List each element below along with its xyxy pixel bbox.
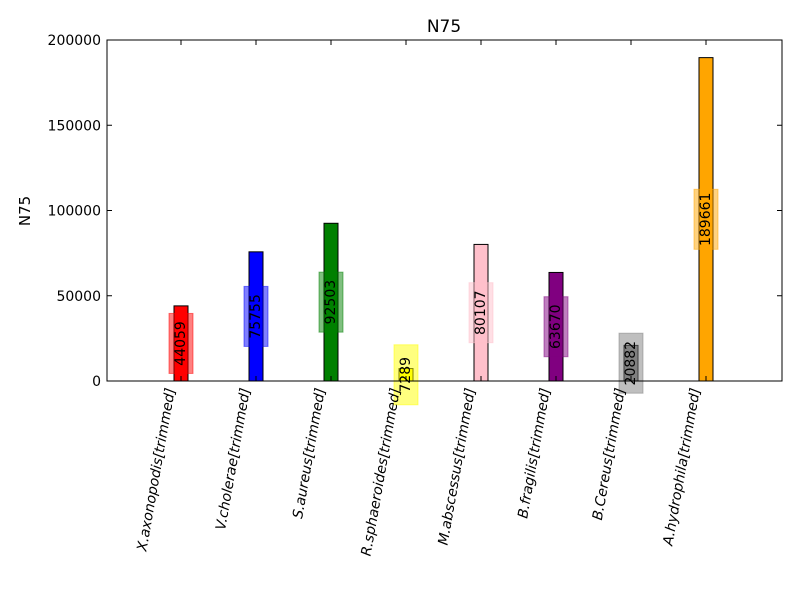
value-label-1: 44059 [173,321,189,366]
value-label-3: 92503 [323,280,339,325]
value-label-box-3 [318,271,344,333]
y-tick-label-3: 150000 [48,118,101,134]
value-label-6: 63670 [548,304,564,349]
y-tick-label-1: 50000 [56,289,101,305]
value-label-box-8 [693,188,719,250]
plot-area: 44059 75755 92503 7289 80107 63670 20882 189661… [48,33,783,557]
y-tick-label-4: 200000 [48,33,101,49]
value-label-box-7 [618,332,644,394]
value-label-box-6 [543,296,569,358]
value-label-box-4 [393,344,419,406]
x-tick-label-4: R.sphaeroides[trimmed] [359,387,404,557]
x-tick-label-6: B.fragilis[trimmed] [515,387,554,520]
x-tick-label-2: V.cholerae[trimmed] [213,387,254,531]
y-axis-label: N75 [16,196,34,226]
x-tick-label-5: M.abscessus[trimmed] [436,387,479,547]
value-label-box-1 [168,312,194,374]
value-label-box-2 [243,285,269,347]
value-label-7: 20882 [623,341,639,386]
x-tick-label-8: A.hydrophila[trimmed] [660,387,704,548]
value-label-2: 75755 [248,294,264,339]
plot-frame [106,39,783,382]
y-tick-label-2: 100000 [48,204,101,220]
chart-title: N75 [427,17,461,37]
value-label-8: 189661 [698,193,714,246]
x-tick-label-3: S.aureus[trimmed] [290,387,329,520]
x-tick-label-7: B.Cereus[trimmed] [590,387,629,522]
value-label-box-5 [468,282,494,344]
value-label-4: 7289 [398,357,414,393]
y-tick-label-0: 0 [92,374,101,390]
x-tick-label-1: X.axonopodis[trimmed] [134,387,179,554]
value-label-5: 80107 [473,290,489,335]
